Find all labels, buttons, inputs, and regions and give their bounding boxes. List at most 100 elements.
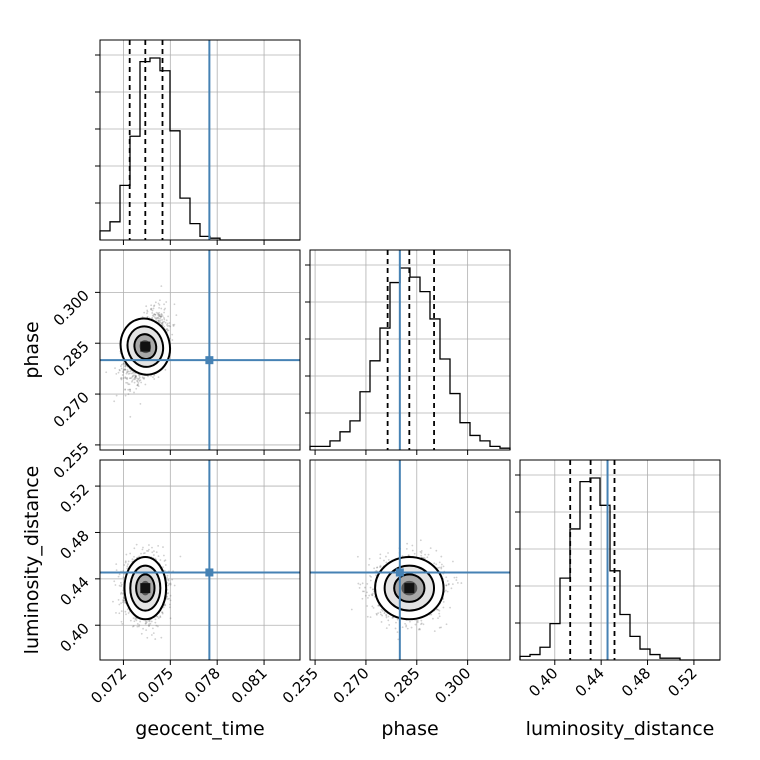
sample-point [167,579,170,582]
sample-point [165,301,168,303]
sample-point [124,365,127,368]
sample-point [158,299,161,302]
sample-point [417,628,420,631]
sample-point [122,599,125,602]
sample-point [126,567,129,570]
sample-point [124,368,126,370]
sample-point [130,372,133,375]
sample-point [157,376,160,379]
sample-point [131,558,134,561]
sample-point [368,594,371,597]
sample-point [160,315,162,318]
panel-frame [99,249,301,451]
sample-point [159,616,162,619]
sample-point [135,375,137,378]
sample-point [123,600,126,602]
sample-point [396,618,399,621]
sample-point [159,615,162,618]
sample-point [383,559,385,562]
sample-point [162,606,165,609]
sample-point [161,611,163,614]
sample-point [146,312,148,315]
sample-point [166,598,169,601]
sample-point [151,309,154,312]
sample-point [380,621,383,623]
sample-point [140,632,143,635]
sample-point [158,320,161,323]
sample-point [126,378,129,380]
sample-point [136,380,139,383]
histogram-panel-phase [305,249,511,455]
sample-point [154,316,156,319]
sample-point [143,377,145,380]
sample-point [115,372,118,375]
sample-point [157,555,160,558]
sample-point [163,303,165,306]
sample-point [138,379,141,382]
panel-frame [519,459,721,661]
sample-point [157,302,160,305]
sample-point [160,636,163,639]
sample-point [433,630,436,632]
truth-marker [205,356,214,365]
sample-point [169,583,172,586]
sample-point [372,588,375,591]
sample-point [372,606,375,609]
sample-point [118,573,121,576]
sample-point [438,609,441,612]
sample-point [172,323,175,326]
panel-background [100,460,300,660]
sample-point [422,623,425,626]
panel-contents [100,250,300,450]
sample-point [449,606,451,609]
sample-point [158,317,161,320]
sample-point [168,322,171,324]
sample-point [149,622,152,625]
sample-point [120,367,123,370]
sample-point [168,583,171,585]
sample-point [391,616,394,619]
sample-point [122,576,125,579]
sample-point [405,624,408,627]
sample-point [358,587,361,589]
sample-point [112,600,114,603]
sample-point [127,372,130,375]
sample-point [168,603,171,606]
sample-point [123,564,126,566]
sample-point [164,321,167,324]
sample-point [117,575,120,578]
sample-point [139,379,142,382]
sample-point [376,613,378,616]
sample-point [413,552,416,555]
sample-point [134,616,137,619]
sample-point [440,626,442,629]
sample-point [114,584,117,586]
sample-point [143,552,146,554]
sample-point [118,368,121,371]
contour-level-0 [123,555,168,621]
sample-point [387,619,390,622]
sample-point [161,324,164,326]
sample-point [153,374,156,377]
sample-point [164,559,167,562]
sample-point [429,547,432,550]
sample-point [166,595,168,598]
sample-point [152,307,155,310]
sample-point [173,323,176,326]
sample-point [126,371,128,374]
sample-point [125,613,127,616]
sample-point [445,584,448,587]
sample-point [371,592,374,595]
sample-point [158,311,161,314]
sample-point [131,375,134,378]
sample-point [371,605,374,608]
sample-point [147,619,150,622]
sample-point [127,393,130,396]
sample-point [113,400,116,403]
sample-point [163,325,166,328]
sample-point [126,370,129,373]
sample-point [141,316,144,318]
sample-point [161,315,164,318]
sample-point [129,619,132,622]
